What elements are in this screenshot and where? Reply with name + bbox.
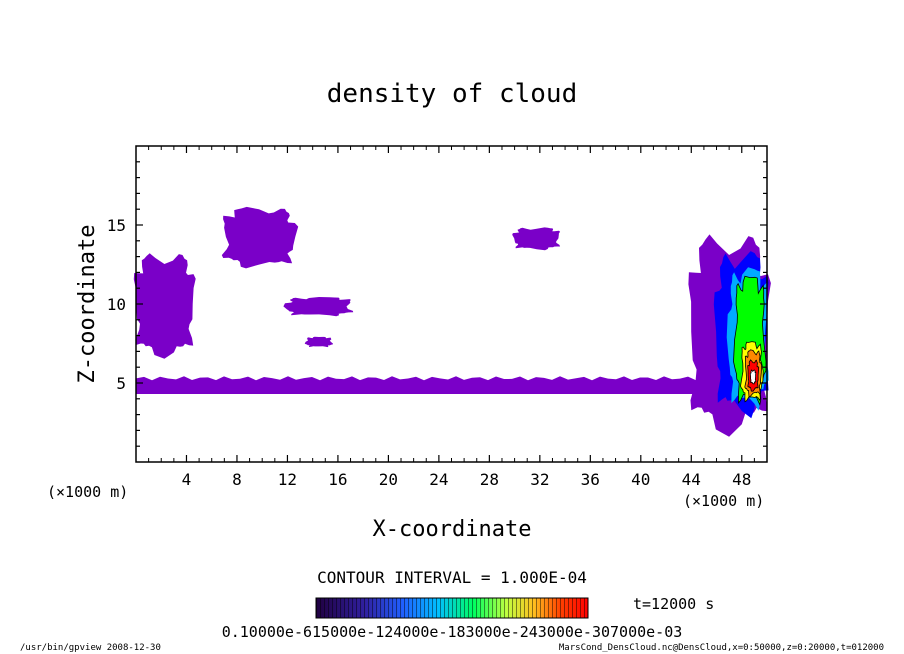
contour-interval-label: CONTOUR INTERVAL = 1.000E-04 bbox=[317, 568, 587, 587]
x-tick-label: 40 bbox=[631, 470, 650, 489]
x-axis: 4 8 12 16 20 24 28 32 36 40 44 48 bbox=[148, 146, 755, 489]
cloud-region-left-edge-blob bbox=[133, 253, 196, 359]
x-tick-label: 16 bbox=[328, 470, 347, 489]
x-tick-label: 12 bbox=[278, 470, 297, 489]
x-tick-label: 36 bbox=[581, 470, 600, 489]
cloud-region-mid-blob bbox=[283, 297, 354, 317]
x-tick-label: 24 bbox=[429, 470, 448, 489]
plot-frame bbox=[135, 145, 768, 463]
core-level-7 bbox=[749, 369, 757, 385]
x-tick-label: 48 bbox=[732, 470, 751, 489]
x-tick-label: 4 bbox=[182, 470, 192, 489]
y-tick-label: 5 bbox=[116, 374, 126, 393]
x-tick-label: 44 bbox=[682, 470, 701, 489]
footer-right: MarsCond_DensCloud.nc@DensCloud,x=0:5000… bbox=[559, 643, 884, 653]
y-axis-label: Z-coordinate bbox=[75, 225, 100, 384]
colorbar bbox=[315, 597, 589, 619]
x-axis-label: X-coordinate bbox=[373, 517, 532, 542]
x-tick-label: 32 bbox=[530, 470, 549, 489]
y-axis: 5 10 15 bbox=[107, 161, 767, 447]
chart-title: density of cloud bbox=[327, 79, 577, 109]
x-unit-left: (×1000 m) bbox=[47, 483, 128, 501]
cloud-region-small-blob bbox=[304, 336, 333, 348]
cloud-density-field bbox=[133, 206, 771, 437]
y-tick-label: 10 bbox=[107, 295, 126, 314]
x-tick-label: 28 bbox=[480, 470, 499, 489]
x-tick-label: 8 bbox=[232, 470, 242, 489]
footer-left: /usr/bin/gpview 2008-12-30 bbox=[20, 643, 161, 653]
cloud-region-low-layer bbox=[136, 376, 755, 395]
y-tick-label: 15 bbox=[107, 216, 126, 235]
x-tick-label: 20 bbox=[379, 470, 398, 489]
cloud-region-upper-blob-right bbox=[512, 227, 561, 251]
colorbar-labels: 0.10000e-615000e-124000e-183000e-243000e… bbox=[222, 623, 683, 641]
x-unit-right: (×1000 m) bbox=[683, 492, 764, 510]
time-label: t=12000 s bbox=[633, 595, 714, 613]
cloud-region-upper-blob-left bbox=[221, 206, 299, 269]
